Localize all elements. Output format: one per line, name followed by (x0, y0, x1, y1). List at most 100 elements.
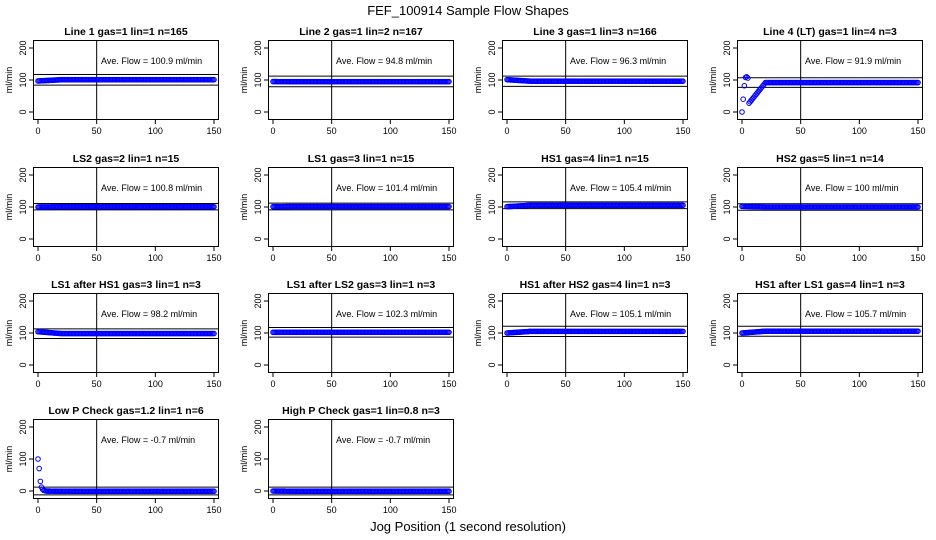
y-tick-label: 100 (487, 72, 497, 87)
y-tick-label: 100 (253, 199, 263, 214)
data-series (35, 203, 217, 210)
chart-panel-2: Line 2 gas=1 lin=2 n=167 0 50 100 150 0 100 200… (239, 26, 457, 136)
average-flow-annotation: Ave. Flow = -0.7 ml/min (336, 435, 430, 445)
y-tick-label: 100 (722, 72, 732, 87)
x-tick-label: 150 (910, 379, 925, 389)
y-tick-label: 100 (18, 199, 28, 214)
x-tick-label: 100 (148, 505, 163, 515)
panel-title: HS2 gas=5 lin=1 n=14 (776, 153, 884, 165)
data-point (446, 329, 452, 336)
x-tick-label: 50 (327, 126, 337, 136)
y-tick-label: 0 (253, 488, 263, 493)
x-tick-label: 100 (383, 505, 398, 515)
y-tick-label: 100 (253, 72, 263, 87)
x-tick-label: 50 (92, 379, 102, 389)
y-tick-label: 200 (722, 40, 732, 55)
x-tick-label: 100 (148, 379, 163, 389)
x-tick-label: 0 (270, 253, 275, 263)
y-tick-label: 0 (487, 109, 497, 114)
data-point (37, 478, 44, 485)
x-tick-label: 50 (561, 379, 571, 389)
y-tick-label: 0 (18, 488, 28, 493)
data-series (35, 76, 217, 84)
plot-frame (268, 293, 454, 373)
y-tick-label: 200 (18, 419, 28, 434)
plot-frame (33, 40, 219, 120)
y-tick-label: 100 (253, 325, 263, 340)
x-tick-label: 150 (206, 505, 221, 515)
x-tick-label: 100 (148, 253, 163, 263)
panel-title: HS1 gas=4 lin=1 n=15 (541, 153, 649, 165)
chart-panel-14: High P Check gas=1 lin=0.8 n=3 0 50 100 150 0… (239, 405, 457, 515)
x-tick-label: 100 (617, 126, 632, 136)
average-flow-annotation: Ave. Flow = 96.3 ml/min (570, 56, 666, 66)
data-point (211, 488, 217, 495)
data-point (446, 78, 452, 85)
x-tick-label: 0 (35, 379, 40, 389)
y-axis-label: ml/min (4, 320, 14, 347)
data-series (504, 202, 686, 210)
plot-frame (33, 293, 219, 373)
y-tick-label: 200 (487, 167, 497, 182)
x-tick-label: 100 (383, 126, 398, 136)
x-tick-label: 150 (441, 379, 456, 389)
x-tick-label: 150 (910, 253, 925, 263)
x-tick-label: 0 (739, 379, 744, 389)
figure-title: FEF_100914 Sample Flow Shapes (367, 3, 569, 18)
y-tick-label: 200 (18, 293, 28, 308)
y-axis-label: ml/min (708, 194, 718, 221)
chart-panel-8: HS2 gas=5 lin=1 n=14 0 50 100 150 0 100 200 ml/m… (708, 153, 926, 263)
average-flow-annotation: Ave. Flow = 105.7 ml/min (805, 309, 906, 319)
y-axis-label: ml/min (239, 446, 249, 473)
data-point (740, 96, 746, 103)
x-tick-label: 0 (270, 505, 275, 515)
y-axis-label: ml/min (239, 194, 249, 221)
data-point (446, 488, 452, 495)
y-tick-label: 200 (722, 293, 732, 308)
y-tick-label: 200 (487, 293, 497, 308)
average-flow-annotation: Ave. Flow = 98.2 ml/min (101, 309, 197, 319)
x-tick-label: 150 (441, 253, 456, 263)
x-tick-label: 50 (561, 253, 571, 263)
plot-frame (33, 419, 219, 499)
panel-title: Line 3 gas=1 lin=3 n=166 (533, 26, 657, 38)
y-tick-label: 0 (722, 109, 732, 114)
plot-frame (737, 40, 923, 120)
y-tick-label: 100 (18, 451, 28, 466)
chart-panel-5: LS2 gas=2 lin=1 n=15 0 50 100 150 0 100 200 ml/m… (4, 153, 222, 263)
y-tick-label: 200 (253, 40, 263, 55)
data-point (915, 79, 921, 86)
y-tick-label: 200 (253, 293, 263, 308)
data-point (446, 203, 452, 210)
x-tick-label: 100 (852, 126, 867, 136)
y-tick-label: 100 (487, 325, 497, 340)
data-series (739, 328, 921, 336)
plot-frame (268, 419, 454, 499)
x-tick-label: 50 (92, 505, 102, 515)
x-tick-label: 0 (504, 126, 509, 136)
data-series (270, 203, 452, 210)
x-tick-label: 50 (92, 126, 102, 136)
data-series (504, 328, 686, 336)
chart-panel-4: Line 4 (LT) gas=1 lin=4 n=3 0 50 100 150 0 100… (708, 26, 926, 136)
panel-title: High P Check gas=1 lin=0.8 n=3 (282, 405, 440, 417)
chart-panel-1: Line 1 gas=1 lin=1 n=165 0 50 100 150 0 100 200… (4, 26, 222, 136)
chart-panel-13: Low P Check gas=1.2 lin=1 n=6 0 50 100 150 0 1… (4, 405, 222, 515)
y-tick-label: 200 (722, 167, 732, 182)
x-tick-label: 150 (441, 126, 456, 136)
panel-title: LS1 after HS1 gas=3 lin=1 n=3 (51, 279, 201, 291)
data-series (739, 74, 921, 115)
y-axis-label: ml/min (239, 67, 249, 94)
x-tick-label: 50 (327, 379, 337, 389)
y-axis-label: ml/min (4, 446, 14, 473)
x-tick-label: 100 (383, 379, 398, 389)
data-point (211, 76, 217, 83)
chart-panel-7: HS1 gas=4 lin=1 n=15 0 50 100 150 0 100 200 ml/m… (473, 153, 691, 263)
data-point (35, 456, 41, 462)
x-tick-label: 150 (206, 253, 221, 263)
y-tick-label: 100 (18, 325, 28, 340)
average-flow-annotation: Ave. Flow = -0.7 ml/min (101, 435, 195, 445)
average-flow-annotation: Ave. Flow = 105.1 ml/min (570, 309, 671, 319)
plot-frame (268, 167, 454, 247)
